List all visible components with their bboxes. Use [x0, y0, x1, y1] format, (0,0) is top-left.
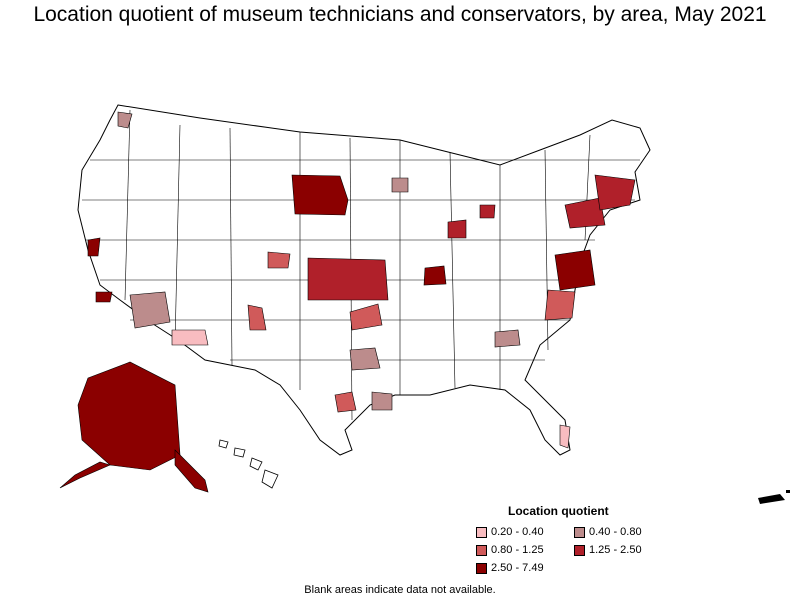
area-new-england: [594, 174, 636, 211]
area-florida-south: [559, 424, 571, 449]
map-title: Location quotient of museum technicians …: [33, 3, 767, 26]
area-washington: [117, 111, 133, 129]
area-california-la: [95, 291, 113, 303]
legend-label-4: 2.50 - 7.49: [491, 562, 544, 574]
area-arizona-central: [129, 291, 171, 329]
area-texas-central: [334, 391, 357, 413]
area-iowa: [391, 177, 409, 193]
area-north-dakota-region: [291, 174, 349, 216]
legend-swatch-1: [574, 526, 585, 538]
area-illinois: [447, 219, 467, 239]
area-colorado-west: [267, 251, 291, 269]
area-arizona-south: [171, 329, 209, 346]
area-alaska-panhandle: [174, 449, 209, 493]
legend-title: Location quotient: [508, 504, 609, 518]
area-virginia: [554, 249, 596, 291]
area-alaska-mainland: [77, 361, 181, 471]
legend-label-1: 0.40 - 0.80: [589, 526, 642, 538]
footnote: Blank areas indicate data not available.: [304, 584, 496, 596]
area-tennessee: [494, 329, 521, 348]
legend-label-3: 1.25 - 2.50: [589, 544, 642, 556]
area-new-mexico: [247, 304, 267, 331]
shaded-areas: [59, 111, 636, 493]
legend-item-3: 1.25 - 2.50: [574, 544, 642, 556]
area-missouri: [423, 265, 447, 286]
legend-swatch-2: [476, 544, 487, 556]
legend-label-0: 0.20 - 0.40: [491, 526, 544, 538]
legend-item-4: 2.50 - 7.49: [476, 562, 544, 574]
area-pennsylvania: [564, 197, 606, 229]
legend-item-0: 0.20 - 0.40: [476, 526, 544, 538]
area-oklahoma: [349, 303, 383, 331]
legend-swatch-0: [476, 526, 487, 538]
area-alaska-peninsula: [59, 461, 111, 489]
legend-swatch-4: [476, 562, 487, 574]
area-kansas-region: [307, 257, 389, 301]
legend-item-2: 0.80 - 1.25: [476, 544, 544, 556]
area-carolinas: [544, 289, 576, 321]
area-texas-north: [349, 347, 381, 371]
legend-item-1: 0.40 - 0.80: [574, 526, 642, 538]
legend-label-2: 0.80 - 1.25: [491, 544, 544, 556]
hawaii-islands: [218, 439, 279, 489]
area-texas-houston: [371, 391, 393, 411]
area-california-bay: [87, 237, 101, 257]
area-michigan: [479, 204, 496, 219]
puerto-rico: [758, 490, 790, 504]
legend-swatch-3: [574, 544, 585, 556]
